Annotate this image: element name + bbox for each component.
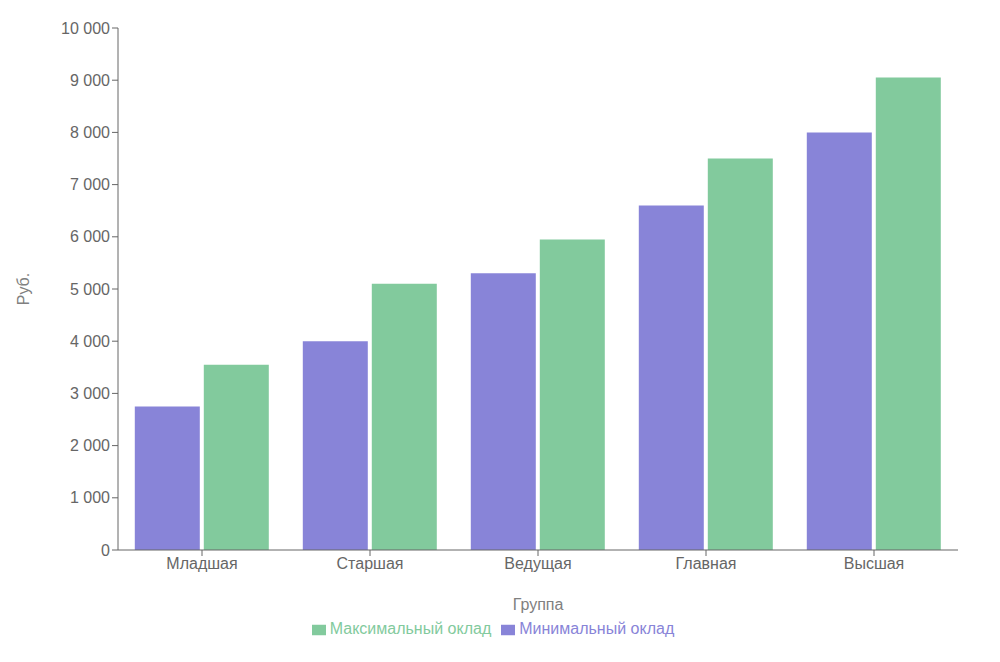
svg-text:Группа: Группа (513, 596, 564, 613)
svg-text:8 000: 8 000 (70, 124, 110, 141)
html-text:Минимальный оклад: Минимальный оклад (519, 620, 675, 637)
svg-text:Высшая: Высшая (844, 555, 905, 572)
svg-text:3 000: 3 000 (70, 385, 110, 402)
svg-text:Ведущая: Ведущая (504, 555, 571, 572)
svg-text:5 000: 5 000 (70, 281, 110, 298)
svg-text:10 000: 10 000 (61, 20, 110, 37)
svg-text:7 000: 7 000 (70, 176, 110, 193)
svg-text:Старшая: Старшая (337, 555, 404, 572)
svg-text:Младшая: Младшая (166, 555, 237, 572)
svg-text:Главная: Главная (676, 555, 737, 572)
html-text:Максимальный оклад: Максимальный оклад (329, 620, 492, 637)
svg-text:0: 0 (101, 542, 110, 559)
svg-text:9 000: 9 000 (70, 72, 110, 89)
svg-text:4 000: 4 000 (70, 333, 110, 350)
svg-text:6 000: 6 000 (70, 228, 110, 245)
svg-text:Руб.: Руб. (15, 273, 32, 305)
svg-text:1 000: 1 000 (70, 489, 110, 506)
svg-text:2 000: 2 000 (70, 437, 110, 454)
